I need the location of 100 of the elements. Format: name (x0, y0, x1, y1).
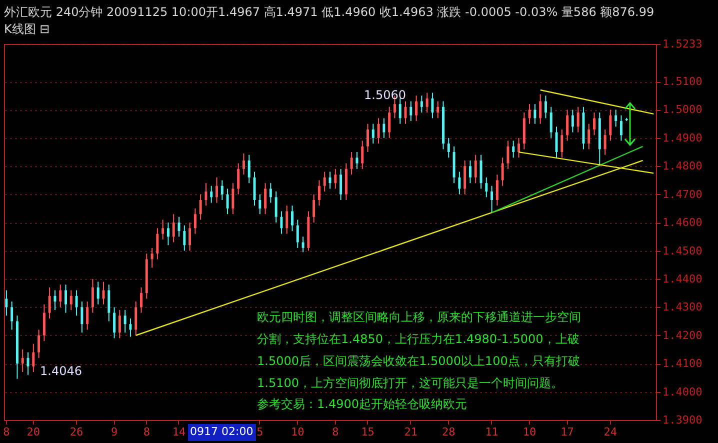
y-tick-label: 1.4000 (662, 385, 702, 398)
annotation: 欧元四时图，调整区间略向上移，原来的下移通道进一步空间 (257, 310, 581, 324)
candlestick (5, 290, 8, 316)
candlestick (458, 171, 461, 195)
chart-title: 外汇欧元 240分钟 20091125 10:00开1.4967 高1.4971 低1.4960 收1.4963 涨跌 -0.0005 -0.03% 量586 额876.99 (4, 5, 654, 19)
candlestick (220, 180, 224, 200)
candlestick (204, 182, 208, 206)
candlestick (48, 286, 51, 319)
candlestick (447, 137, 450, 158)
candlestick (242, 152, 245, 176)
candlestick (216, 176, 218, 204)
text: 0917 02:00 (190, 425, 254, 438)
candlestick (474, 154, 477, 184)
y-tick-label: 1.4700 (662, 188, 702, 201)
x-tick-label: 5 (256, 426, 264, 438)
candlestick (356, 152, 358, 170)
y-tick-label: 1.5233 (662, 38, 702, 50)
annotation: 分割，支持位在1.4850，上行压力在1.4980-1.5000，上破 (257, 332, 580, 346)
candlestick (555, 126, 558, 158)
candlestick (415, 95, 418, 122)
candlestick (102, 281, 105, 305)
x-tick-label: 24 (604, 426, 618, 438)
candlestick (32, 343, 35, 373)
candlestick (436, 100, 440, 119)
x-tick-label: 10 (291, 426, 304, 438)
y-tick-label: 1.4900 (662, 131, 702, 144)
candlestick (328, 171, 332, 190)
x-tick-label: 9 (110, 426, 118, 438)
candlestick (539, 94, 542, 124)
y-tick-label: 1.4600 (662, 216, 702, 230)
x-tick-label: 20 (26, 426, 40, 438)
candlestick (96, 281, 100, 305)
chart-subtitle: K线图 ⊟ (4, 22, 50, 36)
candlestick (506, 140, 510, 170)
candlestick (431, 92, 434, 119)
candlestick (91, 278, 94, 314)
candlestick (404, 100, 407, 124)
x-tick-label: 11 (485, 426, 498, 438)
y-tick-label: 1.5100 (662, 75, 702, 88)
candlestick (377, 118, 380, 144)
annotation: 1.4046 (40, 364, 82, 378)
candlestick (10, 301, 14, 330)
candlestick (614, 109, 618, 128)
candlestick (496, 174, 498, 206)
candlestick (118, 309, 121, 339)
x-tick-label: 14 (172, 426, 186, 438)
candlestick (296, 219, 299, 248)
candlestick (518, 137, 520, 158)
candlestick (162, 219, 164, 240)
candlestick (188, 222, 192, 252)
candlestick (604, 128, 606, 156)
candlestick (253, 171, 256, 206)
candlestick (361, 140, 364, 170)
candlestick (264, 182, 267, 215)
candlestick (237, 162, 240, 195)
candlestick (64, 284, 67, 314)
candlestick (312, 194, 316, 224)
candlestick (75, 290, 78, 316)
candlestick (576, 106, 580, 133)
candlestick (318, 180, 320, 206)
candlestick (302, 236, 304, 253)
candlestick (609, 109, 612, 142)
candlestick (156, 228, 159, 260)
candlestick (566, 109, 569, 142)
candlestick (534, 104, 536, 124)
annotation: 1.5060 (364, 88, 406, 102)
candlestick (21, 348, 24, 373)
candlestick (280, 210, 283, 234)
candlestick (178, 216, 180, 238)
candlestick (468, 160, 472, 184)
candlestick (334, 168, 337, 190)
candlestick (80, 301, 84, 334)
candlestick (366, 123, 369, 153)
candlestick (86, 301, 89, 330)
candlestick (291, 205, 294, 232)
candlestick (512, 140, 515, 158)
candlestick (398, 98, 402, 124)
candlestick (183, 224, 186, 252)
candlestick (258, 194, 262, 215)
candlestick (501, 157, 504, 186)
candlestick (42, 304, 46, 342)
candlestick (26, 352, 30, 376)
candlestick (571, 109, 574, 133)
candlestick (426, 92, 428, 114)
x-tick-label: 26 (70, 426, 84, 438)
candlestick (544, 95, 547, 119)
candlestick (490, 185, 494, 214)
y-tick-label: 1.4800 (662, 160, 702, 173)
candlestick (420, 95, 423, 114)
x-tick-label: 21 (404, 426, 418, 438)
candlestick (70, 290, 72, 310)
candlestick (485, 176, 488, 198)
candlestick (588, 123, 590, 150)
candlestick (226, 188, 229, 215)
candlestick (194, 208, 196, 234)
candlestick (248, 154, 250, 184)
candlestick (166, 222, 170, 246)
candlestick (172, 214, 175, 243)
candlestick (372, 123, 374, 144)
candlestick (464, 160, 466, 195)
